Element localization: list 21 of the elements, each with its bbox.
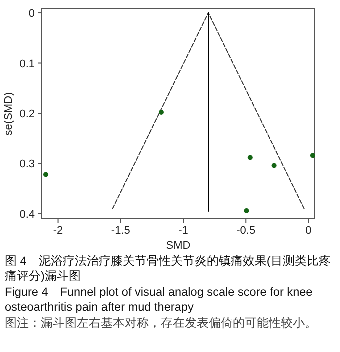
- y-tick-label: 0.1: [20, 58, 35, 70]
- x-tick-label: 0: [306, 225, 312, 237]
- point: [158, 110, 164, 115]
- text: 图注：漏斗图左右基本对称，存在发表偏倚的可能性较小。: [5, 316, 318, 331]
- caption: 图 4 泥浴疗法治疗膝关节骨性关节炎的镇痛效果(目测类比疼痛评分)漏斗图: [5, 254, 332, 284]
- caption: Figure 4 Funnel plot of visual analog scale score for knee osteoarthritis pain after mud therapy: [5, 285, 314, 315]
- x-tick-label: -0.5: [236, 225, 256, 237]
- point: [244, 208, 250, 214]
- x-tick-label: -1: [178, 225, 188, 237]
- y-tick-label: 0.4: [20, 208, 35, 221]
- point: [310, 153, 316, 158]
- point: [272, 163, 277, 168]
- y-tick-label: 0.2: [20, 108, 35, 120]
- x-axis-title: SMD: [166, 240, 191, 252]
- x-tick-label: -1.5: [111, 225, 130, 237]
- y-tick-label: 0.3: [20, 158, 35, 171]
- point: [248, 155, 253, 160]
- y-axis-title: se(SMD): [3, 92, 15, 136]
- y-tick-label: 0: [28, 8, 35, 20]
- point: [44, 172, 49, 178]
- x-tick-label: -2: [53, 225, 64, 237]
